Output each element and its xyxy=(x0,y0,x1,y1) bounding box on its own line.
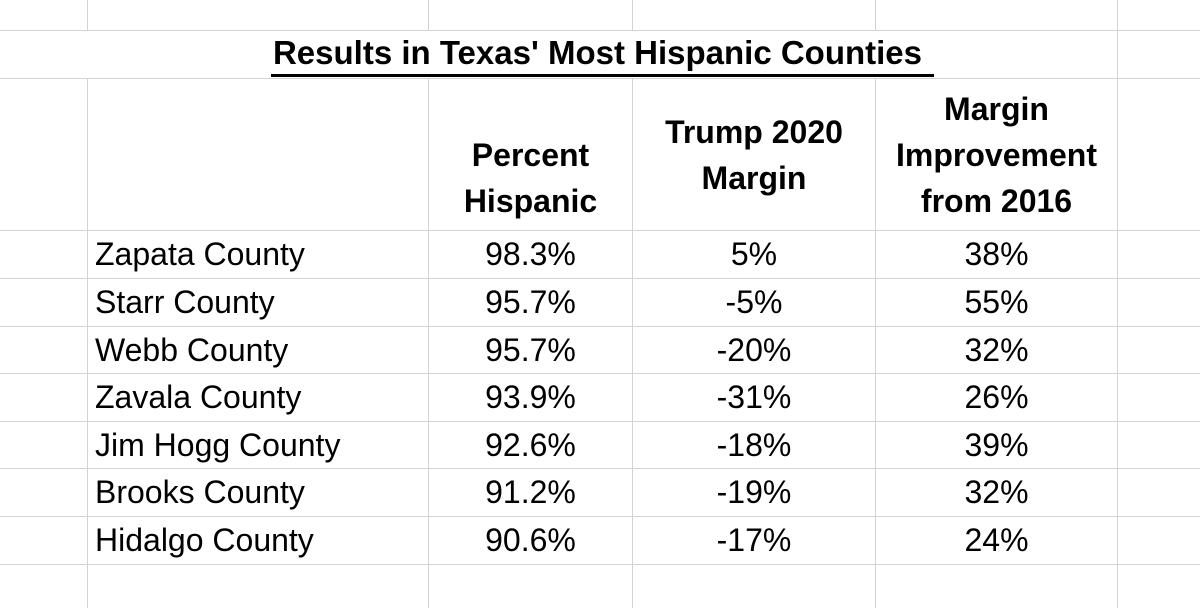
empty-cell[interactable] xyxy=(1118,469,1200,517)
table-row: Zapata County 98.3% 5% 38% xyxy=(0,231,1200,279)
empty-cell[interactable] xyxy=(1118,31,1200,79)
trump-2020-margin-cell[interactable]: 5% xyxy=(633,231,876,279)
margin-improvement-cell[interactable]: 26% xyxy=(876,374,1118,422)
empty-cell[interactable] xyxy=(1118,0,1200,31)
empty-cell[interactable] xyxy=(0,374,88,422)
empty-cell[interactable] xyxy=(1118,231,1200,279)
table-row: Webb County 95.7% -20% 32% xyxy=(0,327,1200,374)
empty-cell[interactable] xyxy=(876,565,1118,608)
county-cell[interactable]: Starr County xyxy=(88,279,429,327)
title-cell[interactable]: Results in Texas' Most Hispanic Counties xyxy=(0,31,1118,79)
empty-cell[interactable] xyxy=(0,517,88,565)
empty-cell[interactable] xyxy=(0,0,88,31)
title-row: Results in Texas' Most Hispanic Counties xyxy=(0,31,1200,79)
percent-hispanic-cell[interactable]: 90.6% xyxy=(429,517,633,565)
empty-cell[interactable] xyxy=(88,565,429,608)
county-cell[interactable]: Zapata County xyxy=(88,231,429,279)
empty-cell[interactable] xyxy=(1118,374,1200,422)
empty-cell[interactable] xyxy=(88,0,429,31)
empty-cell[interactable] xyxy=(633,0,876,31)
empty-cell[interactable] xyxy=(633,565,876,608)
county-cell[interactable]: Hidalgo County xyxy=(88,517,429,565)
empty-cell[interactable] xyxy=(876,0,1118,31)
empty-cell[interactable] xyxy=(0,279,88,327)
percent-hispanic-cell[interactable]: 93.9% xyxy=(429,374,633,422)
empty-cell[interactable] xyxy=(0,469,88,517)
county-header-cell[interactable] xyxy=(88,79,429,231)
margin-improvement-cell[interactable]: 24% xyxy=(876,517,1118,565)
table-row: Hidalgo County 90.6% -17% 24% xyxy=(0,517,1200,565)
table-row: Zavala County 93.9% -31% 26% xyxy=(0,374,1200,422)
county-cell[interactable]: Brooks County xyxy=(88,469,429,517)
trump-2020-margin-cell[interactable]: -5% xyxy=(633,279,876,327)
percent-hispanic-cell[interactable]: 91.2% xyxy=(429,469,633,517)
percent-hispanic-cell[interactable]: 98.3% xyxy=(429,231,633,279)
sheet-title: Results in Texas' Most Hispanic Counties xyxy=(270,33,935,77)
empty-row xyxy=(0,0,1200,31)
empty-cell[interactable] xyxy=(0,79,88,231)
empty-row xyxy=(0,565,1200,608)
percent-hispanic-header[interactable]: Percent Hispanic xyxy=(429,79,633,231)
margin-improvement-header[interactable]: Margin Improvement from 2016 xyxy=(876,79,1118,231)
empty-cell[interactable] xyxy=(1118,279,1200,327)
percent-hispanic-cell[interactable]: 92.6% xyxy=(429,422,633,469)
margin-improvement-cell[interactable]: 32% xyxy=(876,469,1118,517)
header-row: Percent Hispanic Trump 2020 Margin Margi… xyxy=(0,79,1200,231)
trump-2020-margin-header[interactable]: Trump 2020 Margin xyxy=(633,79,876,231)
empty-cell[interactable] xyxy=(1118,565,1200,608)
empty-cell[interactable] xyxy=(0,565,88,608)
title-inner: Results in Texas' Most Hispanic Counties xyxy=(88,33,1117,77)
margin-improvement-cell[interactable]: 39% xyxy=(876,422,1118,469)
empty-cell[interactable] xyxy=(1118,517,1200,565)
empty-cell[interactable] xyxy=(1118,327,1200,374)
county-cell[interactable]: Zavala County xyxy=(88,374,429,422)
trump-2020-margin-cell[interactable]: -19% xyxy=(633,469,876,517)
trump-2020-margin-cell[interactable]: -31% xyxy=(633,374,876,422)
empty-cell[interactable] xyxy=(0,327,88,374)
county-cell[interactable]: Jim Hogg County xyxy=(88,422,429,469)
empty-cell[interactable] xyxy=(0,422,88,469)
margin-improvement-cell[interactable]: 32% xyxy=(876,327,1118,374)
trump-2020-margin-cell[interactable]: -20% xyxy=(633,327,876,374)
empty-cell[interactable] xyxy=(0,231,88,279)
table-row: Starr County 95.7% -5% 55% xyxy=(0,279,1200,327)
empty-cell[interactable] xyxy=(429,0,633,31)
empty-cell[interactable] xyxy=(1118,422,1200,469)
trump-2020-margin-cell[interactable]: -17% xyxy=(633,517,876,565)
table-row: Brooks County 91.2% -19% 32% xyxy=(0,469,1200,517)
margin-improvement-cell[interactable]: 38% xyxy=(876,231,1118,279)
percent-hispanic-cell[interactable]: 95.7% xyxy=(429,279,633,327)
percent-hispanic-cell[interactable]: 95.7% xyxy=(429,327,633,374)
empty-cell[interactable] xyxy=(429,565,633,608)
table-row: Jim Hogg County 92.6% -18% 39% xyxy=(0,422,1200,469)
county-cell[interactable]: Webb County xyxy=(88,327,429,374)
empty-cell[interactable] xyxy=(1118,79,1200,231)
margin-improvement-cell[interactable]: 55% xyxy=(876,279,1118,327)
trump-2020-margin-cell[interactable]: -18% xyxy=(633,422,876,469)
